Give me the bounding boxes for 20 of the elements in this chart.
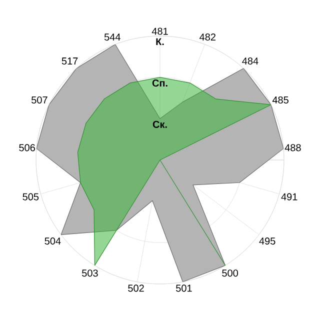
spoke-label: 500 (222, 270, 238, 277)
spoke-label: 485 (272, 96, 288, 104)
spoke-label: 484 (242, 57, 258, 65)
spoke-label: 517 (62, 58, 78, 65)
spoke-label: 482 (200, 34, 216, 41)
spoke-label: 507 (32, 96, 48, 104)
spoke-label: 502 (128, 284, 144, 292)
y-tick-label: К. (156, 38, 164, 46)
y-tick-label: Сп. (152, 80, 168, 87)
spoke-label: 506 (19, 144, 35, 152)
spoke-label: 544 (104, 34, 120, 41)
spoke-label: 495 (259, 237, 276, 245)
spoke-label: 491 (281, 193, 298, 200)
spoke-label: 504 (44, 237, 61, 245)
spoke-label: 505 (22, 193, 39, 200)
spoke-label: 503 (82, 270, 98, 277)
spoke-label: 501 (176, 284, 192, 292)
y-tick-label: Ск. (152, 120, 167, 128)
spoke-label: 488 (284, 144, 301, 152)
spoke-label: 481 (152, 28, 168, 35)
